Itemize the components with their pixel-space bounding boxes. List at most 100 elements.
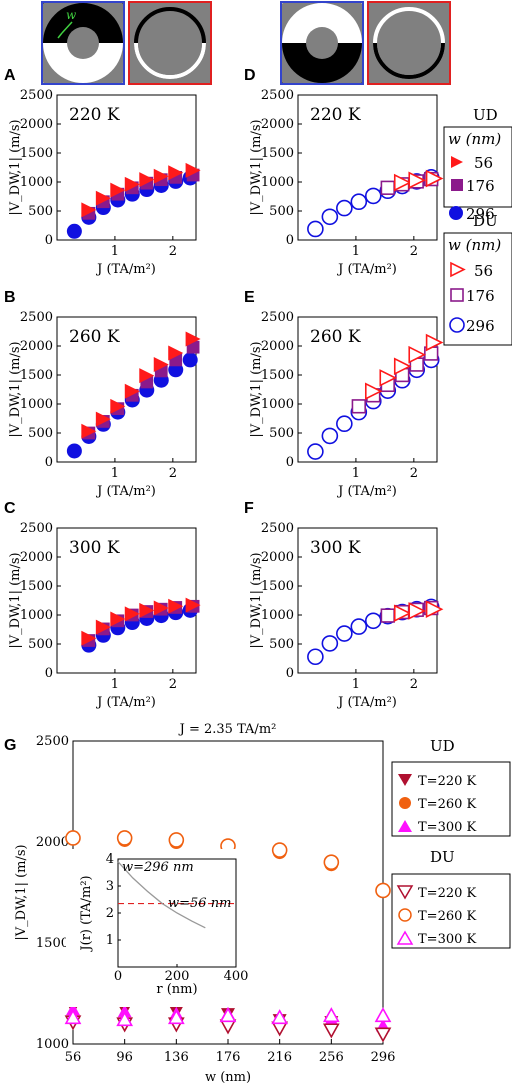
x-tick-label: 2: [169, 244, 177, 259]
legend-g-ud: UD T=220 K T=260 K T=300 K: [391, 737, 511, 837]
y-tick-label: 2000: [36, 835, 69, 850]
point-w296: [336, 415, 353, 433]
schematic-du-ref: [367, 1, 451, 85]
point-w56: [408, 345, 427, 364]
legend-du-marker-176: [450, 288, 464, 302]
point-w296: [307, 648, 324, 666]
point-w56: [124, 176, 140, 192]
y-tick-label: 2500: [20, 310, 53, 325]
panel-label-g: G: [4, 737, 16, 754]
inset-y-tick-label: 3: [106, 879, 114, 894]
panel-label-c: C: [4, 500, 16, 517]
point-w56: [110, 182, 126, 198]
point-w296: [364, 612, 382, 630]
point-w56: [425, 600, 444, 618]
y-tick-label: 500: [28, 637, 53, 652]
y-axis-label: |V_DW,1| (m/s): [8, 552, 23, 648]
point-du-t-260-k: [168, 832, 185, 848]
panel-label-f: F: [244, 500, 254, 517]
point-w56: [408, 171, 427, 190]
legend-g-du-group: DU: [430, 848, 455, 866]
legend-du-item-296: 296: [466, 317, 495, 335]
legend-g-du-marker-260: [398, 908, 412, 922]
legend-ud-marker-176: [451, 179, 463, 191]
x-tick-label: 256: [319, 1050, 344, 1065]
legend-g-du-item-260: T=260 K: [418, 909, 477, 924]
point-w176: [380, 608, 395, 623]
point-w56: [168, 345, 184, 361]
legend-du-group: DU: [473, 212, 498, 230]
panel-label-a: A: [4, 67, 16, 84]
x-tick-label: 1: [111, 466, 119, 481]
x-tick-label: 2: [410, 677, 418, 692]
legend-g-ud-group: UD: [430, 737, 455, 755]
point-w296: [364, 187, 382, 205]
y-tick-label: 1000: [20, 608, 53, 623]
y-axis-label: |V_DW,1| (m/s): [249, 341, 264, 437]
point-w56: [139, 172, 155, 188]
y-tick-label: 500: [28, 204, 53, 219]
point-w56: [110, 611, 126, 627]
point-w56: [393, 173, 412, 192]
legend-ud-item-56: 56: [474, 154, 493, 172]
y-tick-label: 0: [45, 666, 53, 681]
point-w296: [321, 427, 339, 445]
legend-ud-item-176: 176: [466, 177, 495, 195]
inset-label-56: w=56 nm: [168, 896, 231, 911]
legend-g-ud-item-220: T=220 K: [418, 774, 477, 789]
y-tick-label: 0: [45, 233, 53, 248]
point-w56: [393, 357, 412, 376]
point-w296: [336, 199, 353, 217]
point-w56: [81, 630, 97, 646]
legend-g-ud-marker-300: [398, 820, 412, 832]
y-tick-label: 2000: [20, 339, 53, 354]
inset-y-tick-label: 2: [106, 906, 114, 921]
chart-panel-d: 0 500 1000 1500 2000 2500 1 2 J (TA/m²) |V_DW,1| …: [249, 88, 444, 277]
y-tick-label: 0: [286, 233, 294, 248]
x-tick-label: 56: [65, 1050, 82, 1065]
temperature-label: 260 K: [310, 327, 361, 347]
point-du-t-300-k: [64, 1009, 82, 1025]
y-tick-label: 1500: [261, 579, 294, 594]
legend-g-ud-item-300: T=300 K: [418, 820, 477, 835]
legend-ud-group: UD: [473, 106, 498, 124]
legend-ud-item-296: 296: [466, 205, 495, 223]
y-tick-label: 1000: [36, 1037, 69, 1052]
y-axis-label: |V_DW,1| (m/s): [14, 844, 29, 940]
panel-label-d: D: [244, 67, 256, 84]
legend-ud-extra: 296: [449, 205, 495, 223]
x-axis-label: J (TA/m²): [336, 695, 397, 710]
point-w56: [185, 597, 201, 613]
y-tick-label: 1000: [261, 608, 294, 623]
x-tick-label: 136: [164, 1050, 189, 1065]
point-w56: [139, 368, 155, 384]
point-du-t-260-k: [65, 830, 81, 846]
point-w296: [307, 443, 324, 460]
y-tick-label: 1000: [261, 175, 294, 190]
point-w296: [321, 635, 339, 652]
y-tick-label: 500: [269, 426, 294, 441]
x-tick-label: 216: [267, 1050, 292, 1065]
point-w176: [380, 180, 395, 195]
temperature-label: 220 K: [69, 105, 120, 125]
x-axis-label: J (TA/m²): [95, 484, 156, 499]
y-tick-label: 2000: [261, 117, 294, 132]
chart-title: J = 2.35 TA/m²: [178, 722, 277, 737]
y-axis-label: |V_DW,1| (m/s): [8, 341, 23, 437]
point-w296: [336, 625, 353, 642]
inset-y-tick-label: 4: [106, 852, 114, 867]
inset-curve-296: [117, 861, 206, 929]
point-w296: [350, 193, 368, 211]
y-tick-label: 1000: [20, 175, 53, 190]
legend-g-du-item-300: T=300 K: [418, 932, 477, 947]
chart-panel-b: 0 500 1000 1500 2000 2500 1 2 J (TA/m²) |V_DW,1| …: [8, 310, 201, 499]
chart-panel-a: 0 500 1000 1500 2000 2500 1 2 J (TA/m²) |V_DW,1| …: [8, 88, 201, 277]
y-tick-label: 0: [286, 455, 294, 470]
inset-x-tick-label: 0: [114, 969, 122, 984]
legend-du: DU w (nm) 56 176 296: [443, 212, 512, 346]
legend-du-header: w (nm): [448, 236, 501, 254]
schematic-ud: w: [41, 1, 125, 85]
y-tick-label: 2000: [261, 550, 294, 565]
point-w296: [182, 352, 198, 368]
legend-du-marker-56: [450, 261, 466, 278]
